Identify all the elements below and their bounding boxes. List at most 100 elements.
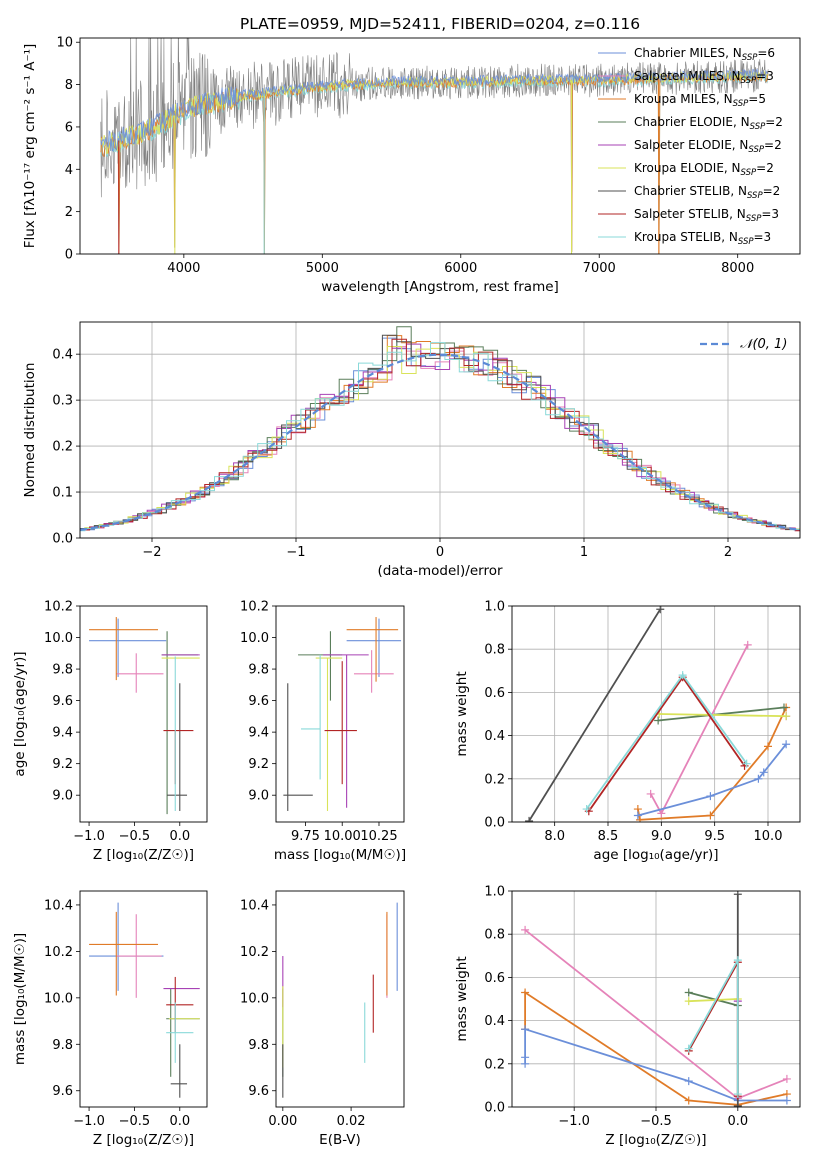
x-tick-label: −1.0 [73, 829, 105, 844]
x-axis-label: mass [log₁₀(M/M☉)] [274, 847, 406, 863]
weight-marker [684, 1077, 693, 1086]
age-vs-mass-panel: 9.75 10.00 10.25 9.0 9.2 9.4 9.6 9.8 10.0 10.2 mas… [240, 600, 406, 864]
y-tick-label: 2 [65, 205, 73, 220]
legend-entry-value: =6 [757, 46, 775, 60]
legend-entry: Chabrier ELODIE, NSSP=2 [634, 115, 783, 132]
weight-marker [782, 1096, 791, 1105]
y-tick-label: 9.8 [248, 663, 269, 678]
x-tick-label: −1.0 [73, 1114, 105, 1129]
plot-frame [79, 605, 208, 823]
y-tick-label: 0.1 [52, 486, 73, 501]
weight-marker [525, 816, 534, 822]
legend-entry-subscript: SSP [748, 145, 764, 155]
weight-marker [733, 956, 742, 965]
y-tick-label: 0.0 [52, 532, 73, 547]
weight-line [637, 743, 787, 817]
x-axis-label: Z [log₁₀(Z/Z☉)] [93, 847, 194, 863]
legend-entry: Kroupa STELIB, NSSP=3 [634, 230, 771, 247]
plot-frame [79, 37, 801, 255]
y-tick-label: 0.8 [484, 643, 505, 658]
x-tick-label: 9.5 [704, 829, 725, 844]
x-tick-label: 9.75 [291, 829, 320, 844]
y-tick-label: 9.2 [248, 757, 269, 772]
x-tick-label: −1.0 [558, 1114, 590, 1129]
legend-entry-text: Chabrier STELIB, N [634, 184, 747, 198]
y-tick-label: 0.6 [484, 686, 505, 701]
legend-entry-value: =5 [748, 92, 766, 106]
y-axis-label: age [log₁₀(age/yr)] [12, 651, 28, 776]
weight-marker [654, 716, 663, 725]
weight-marker [780, 703, 788, 712]
spectrum-lines [100, 38, 769, 254]
x-axis-label: Z [log₁₀(Z/Z☉)] [605, 1132, 706, 1148]
y-tick-label: 0 [65, 248, 73, 263]
weight-marker [521, 1053, 530, 1062]
weight-marker [684, 988, 693, 997]
x-tick-label: −0.5 [119, 1114, 151, 1129]
x-tick-label: 9.0 [651, 829, 672, 844]
errorbar-points [89, 617, 200, 815]
weight-marker [656, 606, 665, 614]
legend-entry-text: Kroupa MILES, N [634, 92, 733, 106]
x-tick-label: 0 [436, 545, 444, 560]
histogram-steps [80, 326, 800, 532]
weight-line [687, 956, 739, 1094]
legend-entry-text: Kroupa ELODIE, N [634, 161, 741, 175]
plot-frame [79, 890, 208, 1108]
legend-entry-subscript: SSP [741, 168, 757, 178]
legend-entry: Salpeter MILES, NSSP=3 [634, 69, 774, 86]
legend-entry: Kroupa ELODIE, NSSP=2 [634, 161, 774, 178]
y-tick-label: 9.8 [248, 1038, 269, 1053]
age-vs-metallicity-panel: −1.0 −0.5 0.0 9.0 9.2 9.4 9.6 9.8 10.0 10.2 Z [log… [12, 600, 208, 863]
model-spectrum-line [100, 70, 769, 155]
x-tick-label: 0.00 [268, 1114, 297, 1129]
plot-frame [511, 605, 801, 823]
weight-marker [684, 997, 693, 1006]
y-tick-label: 9.0 [52, 789, 73, 804]
figure-title: PLATE=0959, MJD=52411, FIBERID=0204, z=0… [240, 15, 640, 33]
weight-series [525, 606, 791, 822]
x-tick-label: 4000 [167, 261, 200, 276]
x-tick-label: 8000 [721, 261, 754, 276]
y-tick-label: 0.0 [484, 816, 505, 831]
y-tick-label: 9.6 [248, 1084, 269, 1099]
legend-entry-subscript: SSP [750, 122, 766, 132]
weight-marker [733, 891, 742, 899]
y-axis-label: mass [log₁₀(M/M☉)] [12, 933, 28, 1065]
mass-vs-metallicity-panel: −1.0 −0.5 0.0 9.6 9.8 10.0 10.2 10.4 Z [log₁₀(Z/… [12, 890, 208, 1148]
weight-marker [633, 811, 642, 820]
y-tick-label: 10 [56, 36, 73, 51]
x-axis-label: age [log₁₀(age/yr)] [593, 847, 718, 863]
errorbar-points [89, 902, 200, 1098]
y-tick-label: 4 [65, 163, 73, 178]
legend-entry-text: Salpeter MILES, N [634, 69, 741, 83]
y-tick-label: 10.2 [240, 945, 269, 960]
weight-marker [636, 815, 644, 822]
mass-vs-ebv-panel: 0.00 0.02 9.6 9.8 10.0 10.2 10.4 E(B-V) [240, 890, 405, 1148]
y-tick-label: 9.8 [52, 1038, 73, 1053]
y-tick-label: 9.4 [52, 726, 73, 741]
y-tick-label: 0.4 [52, 348, 73, 363]
weight-marker [646, 789, 655, 798]
y-tick-label: 9.0 [248, 789, 269, 804]
model-spectrum-line [100, 72, 769, 254]
y-tick-label: 0.6 [484, 971, 505, 986]
y-tick-label: 9.4 [248, 726, 269, 741]
legend-entry-value: =2 [764, 138, 782, 152]
y-tick-label: 10.4 [240, 898, 269, 913]
y-tick-label: 0.3 [52, 394, 73, 409]
legend-entry-text: Salpeter ELODIE, N [634, 138, 748, 152]
y-tick-label: 10.0 [44, 631, 73, 646]
y-tick-label: 0.4 [484, 1014, 505, 1029]
legend-entry: Kroupa MILES, NSSP=5 [634, 92, 766, 109]
gaussian-reference-curve [80, 353, 798, 531]
x-tick-label: 0.0 [169, 829, 190, 844]
errorbar-points [282, 902, 398, 1098]
model-spectrum-line [100, 68, 769, 152]
weight-marker [706, 811, 715, 820]
y-tick-label: 0.4 [484, 729, 505, 744]
x-tick-label: −1 [286, 545, 305, 560]
y-axis-label: Flux [fλ10⁻¹⁷ erg cm⁻² s⁻¹ A⁻¹] [22, 44, 38, 249]
errorbar-points [283, 617, 402, 811]
